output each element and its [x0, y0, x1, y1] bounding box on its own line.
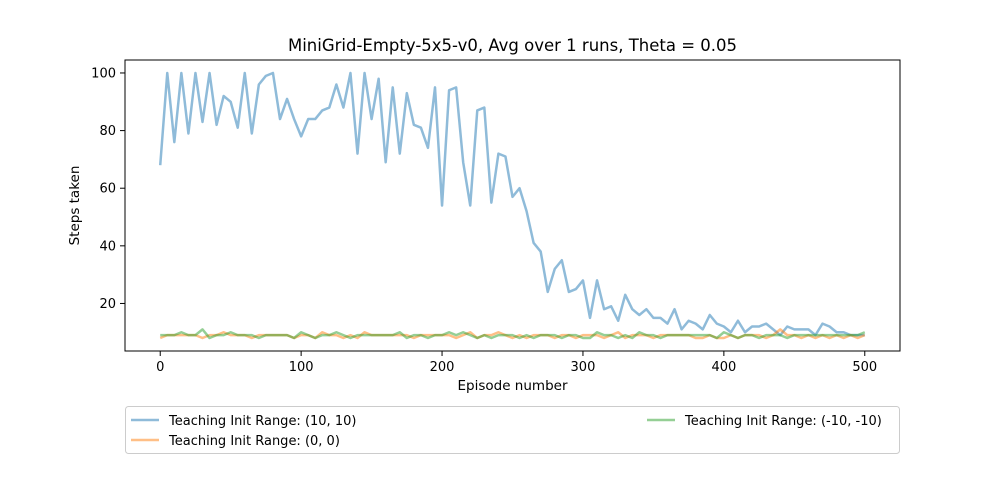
x-tick-label: 0: [156, 360, 164, 375]
chart-title: MiniGrid-Empty-5x5-v0, Avg over 1 runs, …: [288, 36, 737, 55]
y-axis-label: Steps taken: [67, 166, 83, 246]
plot-frame: [124, 59, 901, 352]
y-tick-label: 40: [99, 239, 116, 254]
y-tick-label: 80: [99, 124, 116, 139]
series-lines: [158, 71, 866, 340]
legend: Teaching Init Range: (10, 10) Teaching I…: [125, 406, 900, 454]
x-tick-label: 200: [430, 360, 455, 375]
series-line-3: [160, 328, 866, 340]
x-tick-label: 500: [852, 360, 877, 375]
legend-label-series-1: Teaching Init Range: (10, 10): [168, 414, 356, 429]
x-tick-label: 100: [289, 360, 314, 375]
y-tick-label: 20: [99, 297, 116, 312]
x-tick-label: 400: [711, 360, 736, 375]
series-line-1: [158, 71, 865, 337]
y-axis-ticks: 20 40 60 80 100: [91, 66, 125, 312]
x-tick-label: 300: [571, 360, 596, 375]
y-tick-label: 100: [91, 66, 116, 81]
x-axis-ticks: 0 100 200 300 400 500: [156, 351, 877, 375]
x-axis-label: Episode number: [458, 378, 568, 394]
legend-box: [125, 406, 900, 454]
legend-label-series-2: Teaching Init Range: (0, 0): [168, 434, 340, 449]
legend-label-series-3: Teaching Init Range: (-10, -10): [684, 414, 882, 429]
y-tick-label: 60: [99, 182, 116, 197]
